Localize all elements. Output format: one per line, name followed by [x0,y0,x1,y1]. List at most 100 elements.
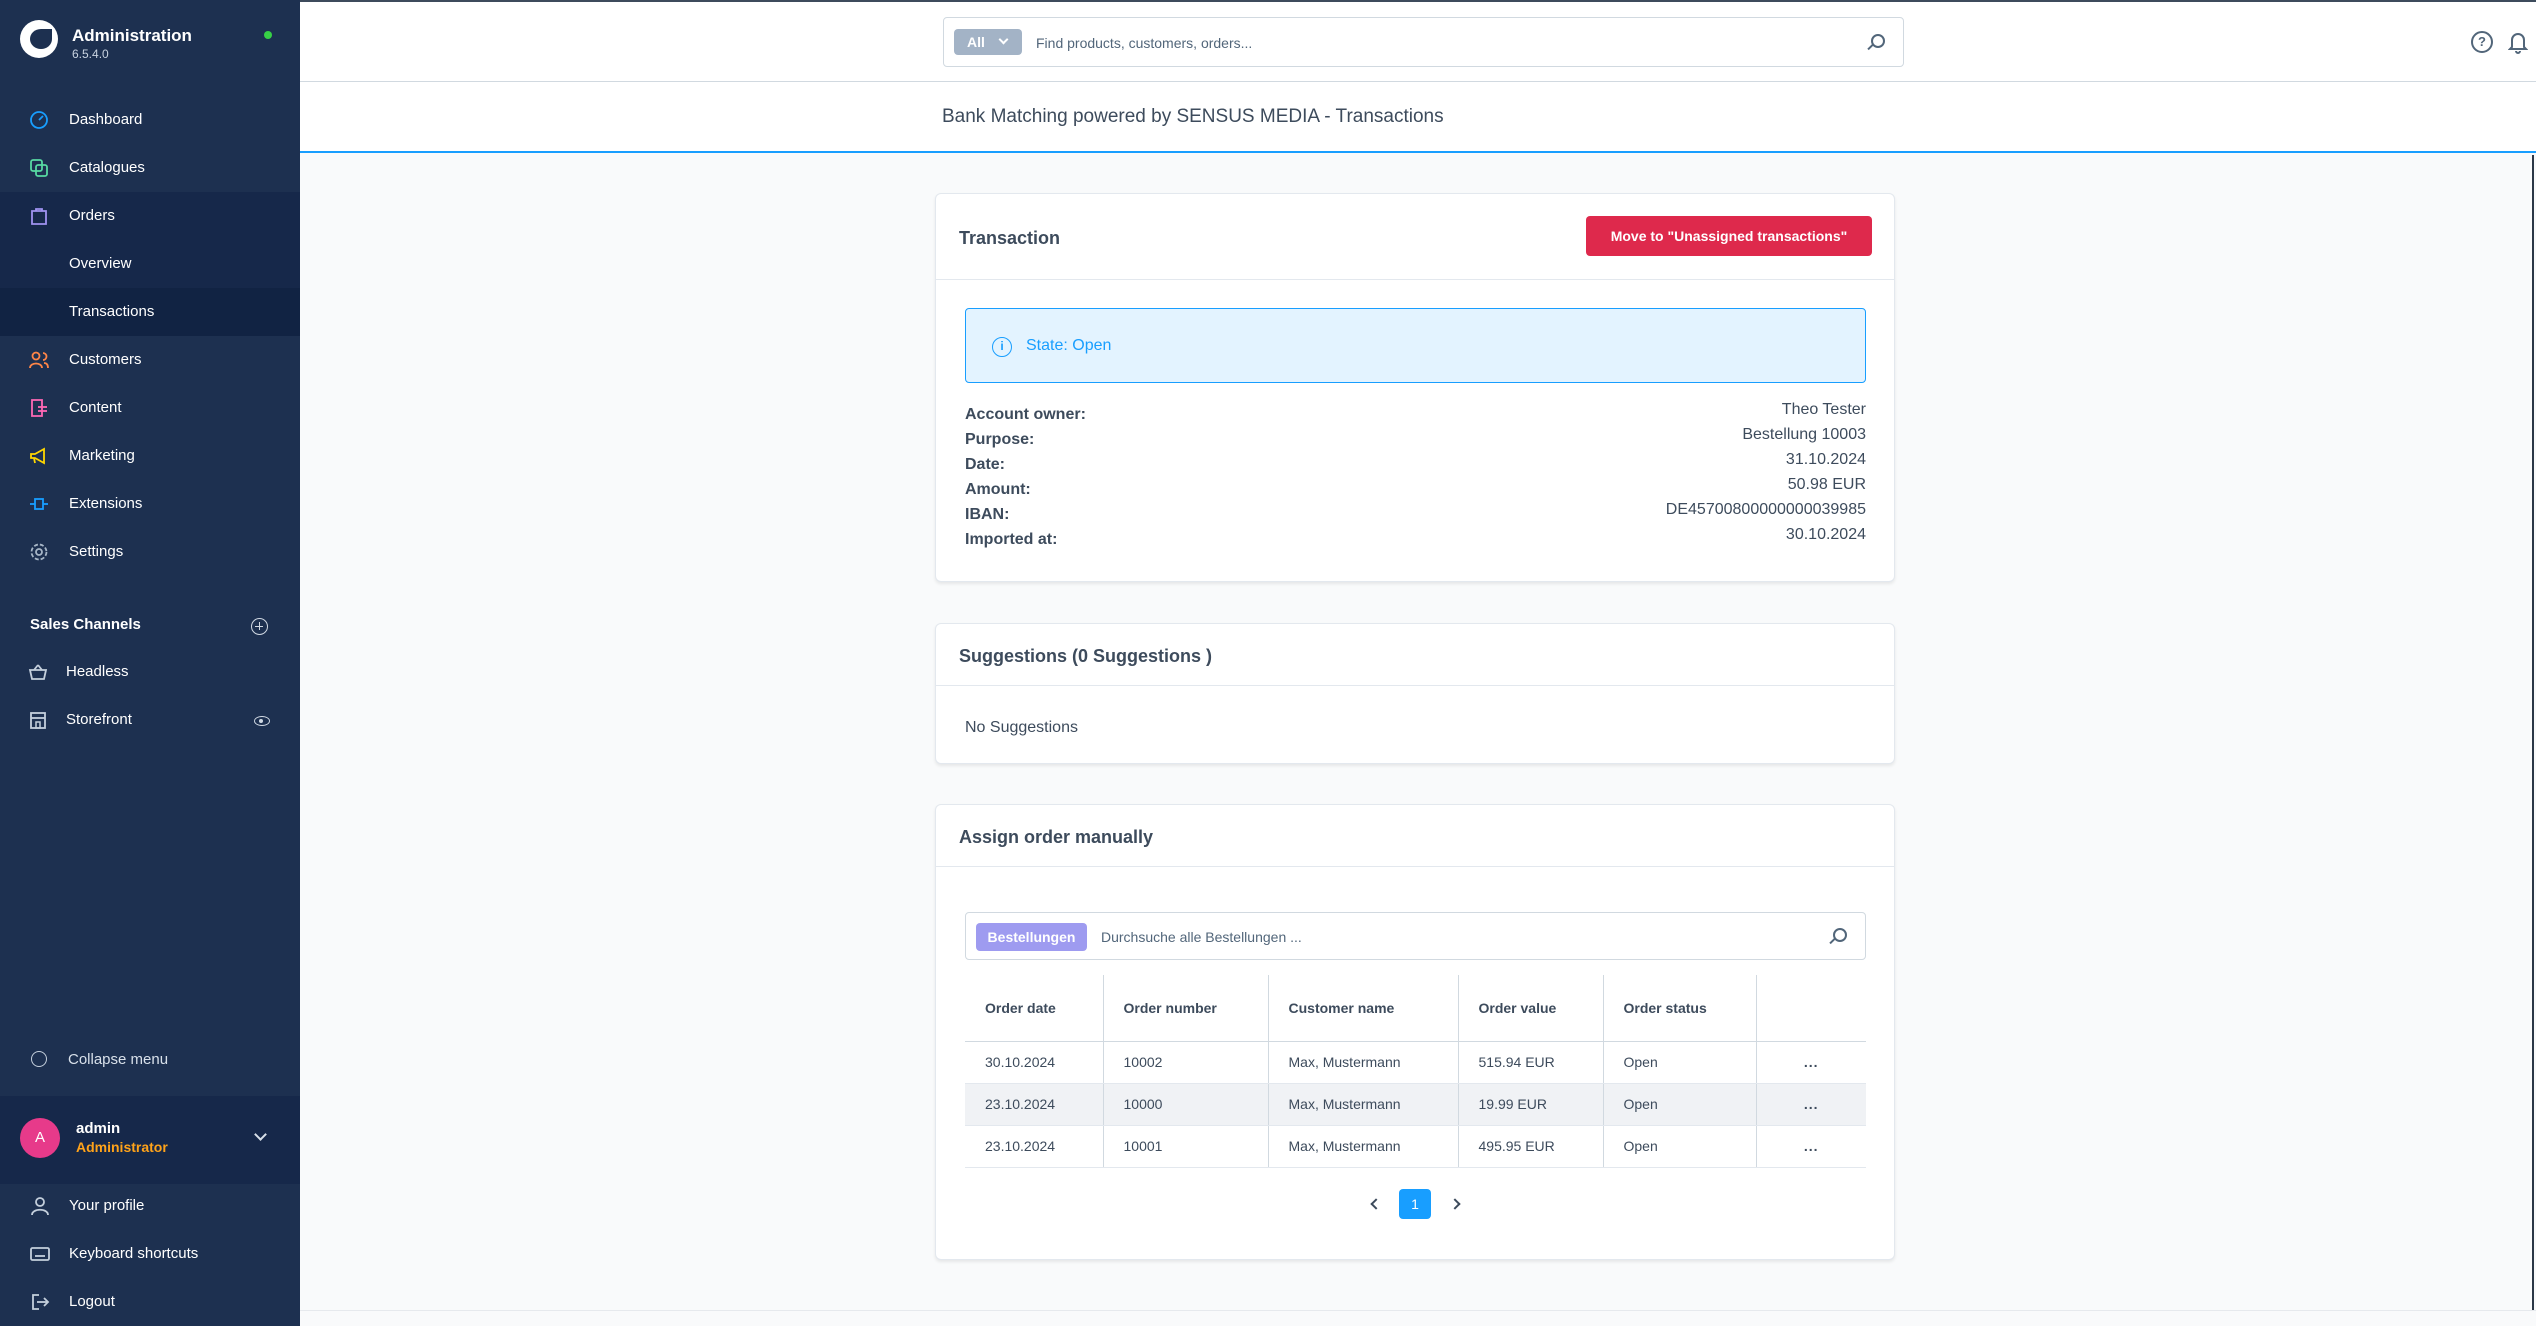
footer-item-label: Logout [69,1293,115,1310]
bell-icon[interactable] [2508,30,2528,54]
sidebar-item-content[interactable]: Content [0,384,300,432]
card-header: Transaction Move to "Unassigned transact… [936,194,1894,280]
card-header: Suggestions (0 Suggestions ) [936,624,1894,686]
order-date-cell: 23.10.2024 [965,1125,1104,1168]
row-actions-button[interactable]: ... [1756,1083,1866,1126]
assign-order-card: Assign order manually Bestellungen Order… [935,804,1895,1260]
detail-row: Account owner: Theo Tester [965,401,1866,426]
search-type-select[interactable]: All [954,29,1022,55]
card-title: Transaction [959,228,1061,248]
detail-value: 31.10.2024 [1785,451,1866,468]
shopware-logo-icon[interactable] [20,20,58,58]
state-alert: i State: Open [965,308,1866,383]
sidebar-item-label: Catalogues [69,159,145,176]
topbar: All ? [300,0,2536,82]
column-header[interactable]: Order number [1103,975,1269,1042]
pagination: 1 [936,1189,1894,1219]
keyboard-icon [30,1247,50,1261]
table-row[interactable]: 23.10.2024 10001 Max, Mustermann 495.95 … [965,1125,1866,1168]
marketing-icon [30,447,45,465]
search-input[interactable] [1036,30,1836,56]
brand: Administration 6.5.4.0 [0,0,300,80]
order-number-cell: 10000 [1103,1083,1269,1126]
your-profile-link[interactable]: Your profile [0,1182,300,1230]
detail-row: Purpose: Bestellung 10003 [965,426,1866,451]
logout-link[interactable]: Logout [0,1278,300,1326]
table-row[interactable]: 30.10.2024 10002 Max, Mustermann 515.94 … [965,1041,1866,1084]
collapse-menu-label: Collapse menu [68,1051,169,1068]
eye-icon[interactable] [254,716,270,726]
user-menu[interactable]: A admin Administrator [0,1096,300,1184]
detail-value: DE45700800000000039985 [1665,501,1866,518]
add-sales-channel-icon[interactable] [251,618,268,635]
sidebar-item-label: Orders [69,207,115,224]
detail-label: Amount: [965,481,1031,498]
extensions-icon [30,498,48,510]
scrollbar[interactable] [2532,155,2534,1310]
avatar: A [20,1118,60,1158]
customer-name-cell: Max, Mustermann [1268,1083,1459,1126]
sidebar-channel-storefront[interactable]: Storefront [0,696,300,744]
state-text: State: Open [1026,337,1112,354]
page-button-current[interactable]: 1 [1399,1189,1431,1219]
sidebar-item-orders[interactable]: Orders [0,192,300,240]
content-icon [31,399,47,417]
sidebar: Administration 6.5.4.0 Dashboard Catalog… [0,0,300,1326]
order-search-input[interactable] [1101,924,1801,950]
sales-channels-title: Sales Channels [30,616,141,633]
sidebar-item-catalogues[interactable]: Catalogues [0,144,300,192]
logout-icon [32,1294,50,1310]
sidebar-item-label: Dashboard [69,111,143,128]
column-header[interactable]: Customer name [1268,975,1459,1042]
search-type-label[interactable]: Bestellungen [976,923,1087,951]
sidebar-subitem-overview[interactable]: Overview [0,240,300,288]
search-icon[interactable] [1871,34,1885,48]
order-date-cell: 23.10.2024 [965,1083,1104,1126]
app-version: 6.5.4.0 [72,47,109,61]
detail-row: IBAN: DE45700800000000039985 [965,501,1866,526]
column-header[interactable]: Order value [1458,975,1604,1042]
detail-value: Theo Tester [1781,401,1866,418]
catalogues-icon [30,159,48,177]
detail-label: IBAN: [965,506,1010,523]
sidebar-item-dashboard[interactable]: Dashboard [0,96,300,144]
sidebar-item-label: Customers [69,351,142,368]
order-search: Bestellungen [965,912,1866,960]
keyboard-shortcuts-link[interactable]: Keyboard shortcuts [0,1230,300,1278]
detail-row: Amount: 50.98 EUR [965,476,1866,501]
storefront-icon [30,712,46,729]
detail-row: Imported at: 30.10.2024 [965,526,1866,551]
detail-label: Imported at: [965,531,1058,548]
chevron-right-icon[interactable] [1449,1198,1461,1210]
empty-state-text: No Suggestions [965,719,1078,736]
detail-label: Purpose: [965,431,1035,448]
sidebar-item-extensions[interactable]: Extensions [0,480,300,528]
help-icon[interactable]: ? [2471,31,2493,53]
search-icon[interactable] [1833,928,1847,942]
collapse-menu-button[interactable]: Collapse menu [0,1036,300,1084]
headless-icon [28,664,48,680]
column-header[interactable]: Order status [1603,975,1757,1042]
order-date-cell: 30.10.2024 [965,1041,1104,1084]
row-actions-button[interactable]: ... [1756,1125,1866,1168]
table-row[interactable]: 23.10.2024 10000 Max, Mustermann 19.99 E… [965,1083,1866,1126]
table-header-row: Order date Order number Customer name Or… [965,975,1866,1042]
sidebar-item-settings[interactable]: Settings [0,528,300,576]
footer-item-label: Your profile [69,1197,145,1214]
user-name: admin [76,1120,121,1137]
sidebar-subitem-transactions[interactable]: Transactions [0,288,300,336]
suggestions-card: Suggestions (0 Suggestions ) No Suggesti… [935,623,1895,764]
order-value-cell: 19.99 EUR [1458,1083,1604,1126]
row-actions-button[interactable]: ... [1756,1041,1866,1084]
customer-name-cell: Max, Mustermann [1268,1041,1459,1084]
divider [300,1310,2536,1311]
move-to-unassigned-button[interactable]: Move to "Unassigned transactions" [1586,216,1872,256]
sidebar-channel-label: Headless [66,663,129,680]
chevron-down-icon[interactable] [254,1128,267,1141]
sidebar-channel-headless[interactable]: Headless [0,648,300,696]
sidebar-item-customers[interactable]: Customers [0,336,300,384]
column-header[interactable]: Order date [965,975,1104,1042]
sidebar-item-marketing[interactable]: Marketing [0,432,300,480]
chevron-left-icon[interactable] [1370,1198,1382,1210]
sidebar-item-label: Content [69,399,122,416]
